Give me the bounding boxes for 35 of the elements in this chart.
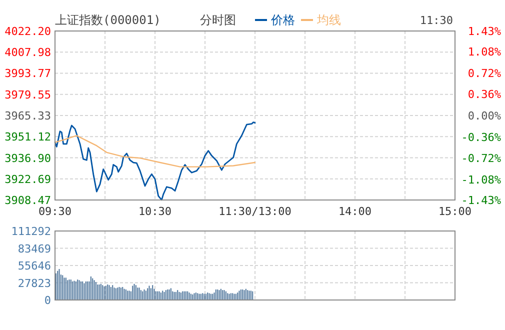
y-tick-label: 3922.69 <box>4 172 51 186</box>
y2-tick-label: 0.72% <box>468 66 502 80</box>
y2-tick-label: 0.00% <box>468 110 502 122</box>
chart-title: 上证指数(000001) <box>55 13 161 27</box>
y2-tick-label: -1.43% <box>461 194 502 207</box>
y-tick-label: 83469 <box>18 242 51 256</box>
y-tick-label: 3979.55 <box>4 88 51 102</box>
y2-tick-label: -0.36% <box>461 130 502 144</box>
y2-tick-label: 1.43% <box>468 25 502 38</box>
legend-label: 价格 <box>270 13 295 27</box>
y2-tick-label: 0.36% <box>468 88 502 102</box>
y-tick-label: 27823 <box>18 276 51 290</box>
line-series <box>54 122 256 201</box>
x-tick-label: 15:00 <box>438 205 472 218</box>
y-tick-label: 3951.12 <box>4 130 51 144</box>
y-tick-label: 3993.77 <box>4 67 51 80</box>
y-tick-label: 4007.98 <box>4 46 51 60</box>
y-tick-label: 55646 <box>18 260 51 272</box>
y2-tick-label: -0.72% <box>461 152 502 166</box>
x-tick-label: 10:30 <box>138 205 172 218</box>
y-tick-label: 3965.33 <box>4 110 51 123</box>
text: 11:30 <box>420 14 453 27</box>
x-tick-label: 11:30/13:00 <box>218 205 292 218</box>
y-tick-label: 3936.90 <box>4 152 51 165</box>
legend-label: 均线 <box>316 13 341 27</box>
y-tick-label: 3908.47 <box>4 194 51 207</box>
y2-tick-label: 1.08% <box>468 46 502 59</box>
y2-tick-label: -1.08% <box>461 173 502 186</box>
y-tick-label: 4022.20 <box>4 25 51 38</box>
y-tick-label: 111292 <box>11 225 51 238</box>
line-series <box>54 135 256 168</box>
y-tick-label: 0 <box>44 294 51 307</box>
chart-subtitle: 分时图 <box>200 13 236 27</box>
x-tick-label: 09:30 <box>38 205 72 218</box>
x-tick-label: 14:00 <box>338 205 372 218</box>
